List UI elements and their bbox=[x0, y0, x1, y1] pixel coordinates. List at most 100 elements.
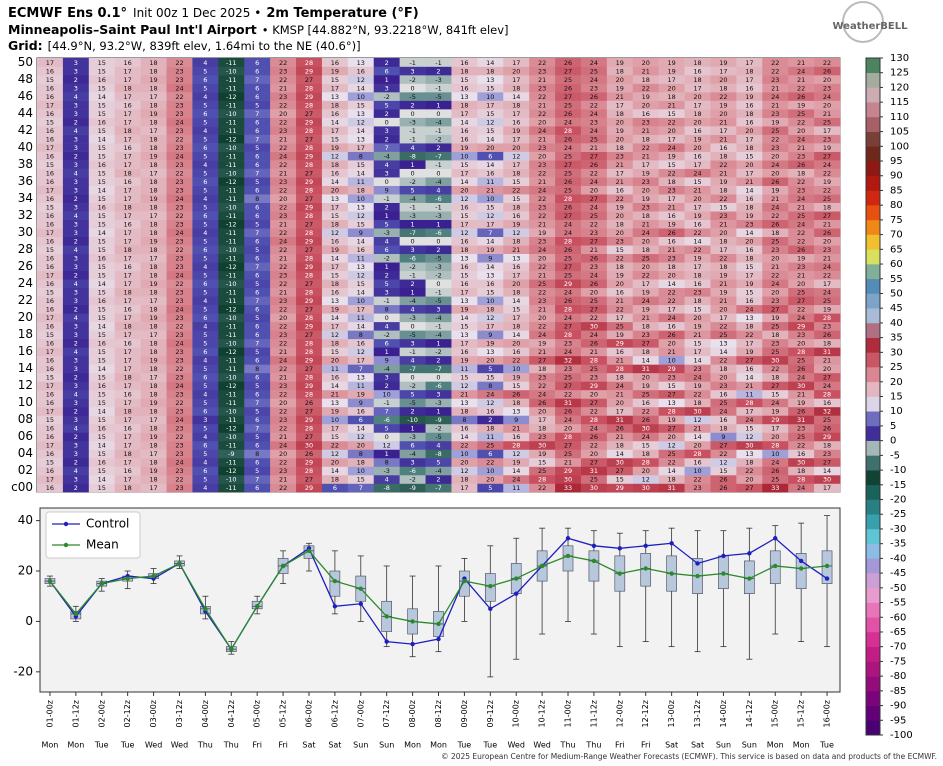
heat-cell bbox=[425, 432, 452, 442]
heat-cell bbox=[218, 449, 245, 459]
cell-value: 7 bbox=[255, 169, 259, 177]
cell-value: 3 bbox=[436, 306, 440, 314]
cell-value: 27 bbox=[616, 467, 624, 475]
x-tick-label: 09-00z bbox=[460, 700, 469, 727]
cell-value: 12 bbox=[486, 118, 494, 126]
heat-cell bbox=[218, 313, 245, 323]
cell-value: 18 bbox=[149, 135, 157, 143]
cell-value: 5 bbox=[203, 84, 207, 92]
heat-cell bbox=[296, 228, 323, 238]
heat-cell bbox=[632, 440, 659, 450]
series-marker bbox=[306, 548, 312, 554]
cell-value: 17 bbox=[124, 195, 132, 203]
cell-value: 31 bbox=[667, 484, 675, 492]
cell-value: 20 bbox=[538, 314, 546, 322]
cell-value: 17 bbox=[460, 340, 468, 348]
heat-cell bbox=[736, 381, 763, 391]
cell-value: 22 bbox=[279, 340, 287, 348]
cell-value: 16 bbox=[460, 84, 468, 92]
heat-cell bbox=[503, 372, 530, 382]
day-label: Fri bbox=[615, 741, 625, 750]
heat-cell bbox=[477, 398, 504, 408]
cell-value: 1 bbox=[385, 348, 389, 356]
heat-cell bbox=[270, 253, 297, 263]
colorbar-segment bbox=[866, 131, 880, 147]
heat-cell bbox=[114, 304, 141, 314]
heat-cell bbox=[710, 449, 737, 459]
heat-cell bbox=[37, 338, 64, 348]
cell-value: 20 bbox=[538, 408, 546, 416]
cell-value: 19 bbox=[149, 433, 157, 441]
cell-value: 21 bbox=[771, 101, 779, 109]
heat-cell bbox=[684, 389, 711, 399]
cell-value: 18 bbox=[460, 476, 468, 484]
heat-cell bbox=[270, 466, 297, 476]
series-marker bbox=[798, 558, 804, 564]
cell-value: 23 bbox=[693, 484, 701, 492]
cell-value: 25 bbox=[797, 212, 805, 220]
series-marker bbox=[229, 646, 234, 652]
heat-cell bbox=[814, 228, 841, 238]
cell-value: 33 bbox=[564, 484, 572, 492]
cell-value: 6 bbox=[203, 178, 207, 186]
cell-value: 7 bbox=[255, 135, 259, 143]
cell-value: 21 bbox=[719, 297, 727, 305]
colorbar-segment bbox=[866, 58, 880, 74]
cell-value: 5 bbox=[385, 425, 389, 433]
cell-value: 22 bbox=[771, 272, 779, 280]
colorbar-segment bbox=[866, 381, 880, 397]
series-marker bbox=[773, 563, 778, 569]
cell-value: 20 bbox=[719, 306, 727, 314]
heat-cell bbox=[788, 474, 815, 484]
colorbar-tick-label: 55 bbox=[890, 274, 903, 285]
cell-value: 1 bbox=[436, 340, 440, 348]
heat-cell bbox=[425, 406, 452, 416]
heat-cell bbox=[684, 219, 711, 229]
heat-cell bbox=[503, 202, 530, 212]
cell-value: 7 bbox=[255, 425, 259, 433]
heat-cell bbox=[270, 236, 297, 246]
cell-value: 15 bbox=[46, 118, 54, 126]
heat-cell bbox=[606, 262, 634, 272]
cell-value: 18 bbox=[745, 110, 753, 118]
cell-value: 1 bbox=[436, 101, 440, 109]
heat-cell bbox=[166, 228, 193, 238]
heat-cell bbox=[555, 287, 582, 297]
cell-value: 20 bbox=[616, 212, 624, 220]
cell-value: 16 bbox=[719, 144, 727, 152]
heat-cell bbox=[710, 330, 737, 340]
heat-cell bbox=[580, 304, 608, 314]
cell-value: 20 bbox=[667, 84, 675, 92]
heat-cell bbox=[606, 432, 634, 442]
cell-value: 14 bbox=[486, 237, 494, 245]
cell-value: 21 bbox=[590, 348, 598, 356]
cell-value: 21 bbox=[331, 391, 339, 399]
cell-value: -4 bbox=[409, 195, 415, 203]
heat-cell bbox=[321, 287, 349, 297]
cell-value: -1 bbox=[409, 272, 415, 280]
cell-value: 18 bbox=[460, 408, 468, 416]
cell-value: 19 bbox=[460, 357, 468, 365]
heat-cell bbox=[166, 440, 193, 450]
cell-value: 6 bbox=[203, 467, 207, 475]
row-label: 34 bbox=[18, 191, 33, 205]
cell-value: -12 bbox=[226, 425, 237, 433]
cell-value: 17 bbox=[124, 237, 132, 245]
cell-value: 3 bbox=[74, 365, 78, 373]
cell-value: 16 bbox=[98, 161, 106, 169]
colorbar-segment bbox=[866, 499, 880, 515]
cell-value: 15 bbox=[745, 263, 753, 271]
heat-cell bbox=[451, 245, 478, 255]
cell-value: 26 bbox=[667, 229, 675, 237]
cell-value: 19 bbox=[745, 280, 753, 288]
heat-cell bbox=[606, 372, 634, 382]
heat-cell bbox=[140, 202, 167, 212]
cell-value: 15 bbox=[46, 459, 54, 467]
cell-value: 16 bbox=[46, 357, 54, 365]
cell-value: 22 bbox=[486, 459, 494, 467]
heat-cell bbox=[218, 236, 245, 246]
heat-cell bbox=[710, 219, 737, 229]
cell-value: 18 bbox=[149, 476, 157, 484]
heat-cell bbox=[244, 253, 271, 263]
cell-value: 27 bbox=[642, 340, 650, 348]
